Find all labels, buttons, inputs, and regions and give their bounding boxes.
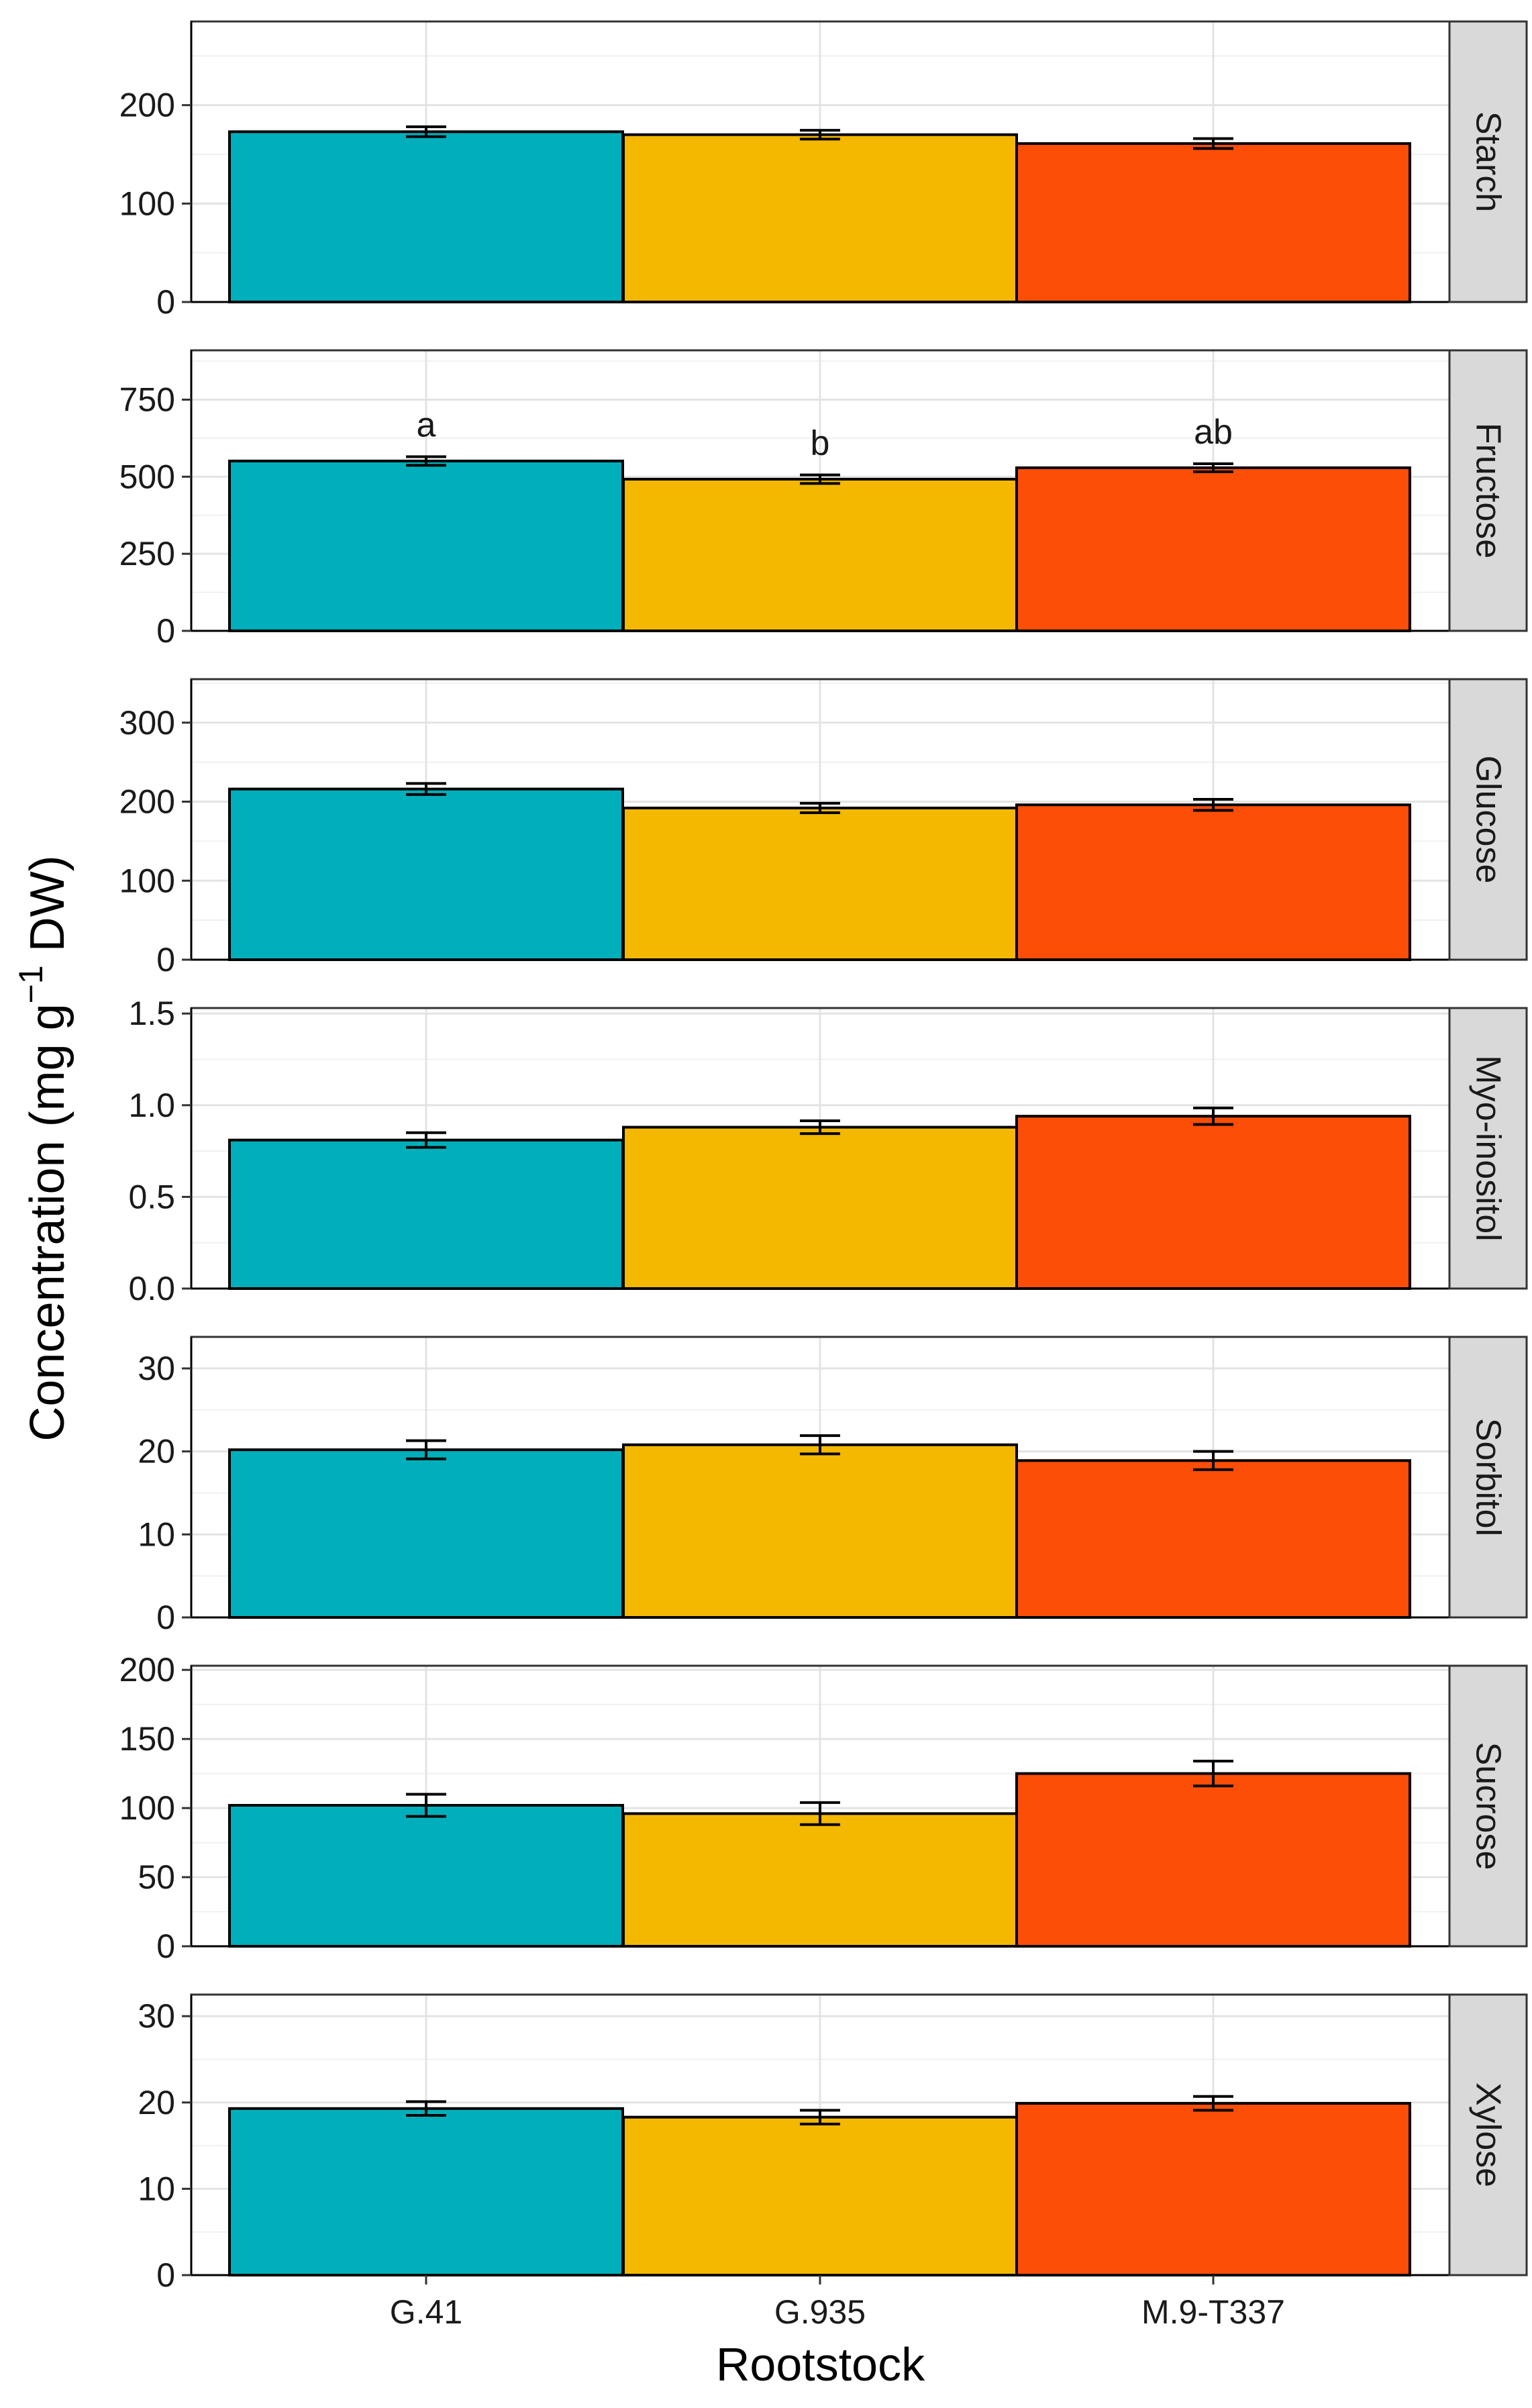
y-axis-title-main: Concentration (mg g: [21, 1003, 74, 1441]
facet-label: Glucose: [1469, 756, 1508, 884]
significance-letter: b: [811, 424, 830, 463]
bar-starch-m9-t337: [1015, 142, 1411, 303]
bar-sucrose-g41: [228, 1803, 624, 1948]
bar-glucose-g935: [622, 806, 1018, 961]
y-tick-label: 1.5: [128, 995, 175, 1032]
y-tick-label: 200: [119, 783, 175, 821]
facet-label: Myo-inositol: [1469, 1055, 1508, 1241]
facet-label: Xylose: [1469, 2083, 1508, 2187]
facet-strip: [1448, 1664, 1528, 1948]
y-tick-label: 30: [138, 1350, 175, 1387]
bar-fructose-m9-t337: [1015, 466, 1411, 632]
bar-sucrose-m9-t337: [1015, 1772, 1411, 1948]
y-tick-label: 750: [119, 381, 175, 418]
y-axis-title-superscript: −1: [12, 965, 50, 1003]
y-tick-label: 10: [138, 1515, 175, 1553]
panel-sucrose: 0 50 100 150 200 Sucrose: [119, 1651, 1528, 1965]
y-tick-label: 150: [119, 1720, 175, 1758]
bar-myo-inositol-g41: [228, 1138, 624, 1291]
bar-sorbitol-g935: [622, 1443, 1018, 1619]
facet-label: Fructose: [1469, 423, 1508, 558]
facet-label: Starch: [1469, 111, 1508, 212]
y-tick-label: 250: [119, 535, 175, 572]
y-tick-label: 30: [138, 1997, 175, 2035]
y-tick-label: 300: [119, 704, 175, 742]
significance-letter: ab: [1194, 413, 1233, 452]
x-tick-label: M.9-T337: [1141, 2293, 1285, 2331]
bar-myo-inositol-m9-t337: [1015, 1115, 1411, 1291]
y-tick-label: 0: [156, 941, 175, 979]
y-tick-label: 0.5: [128, 1178, 175, 1215]
facet-strip: [1448, 678, 1528, 961]
y-tick-label: 200: [119, 1651, 175, 1689]
panel-starch: 0 100 200 Starch: [119, 20, 1528, 321]
bar-starch-g41: [228, 130, 624, 303]
bar-glucose-m9-t337: [1015, 803, 1411, 962]
y-tick-label: 500: [119, 458, 175, 495]
bar-myo-inositol-g935: [622, 1125, 1018, 1290]
y-tick-label: 200: [119, 87, 175, 124]
bar-xylose-m9-t337: [1015, 2102, 1411, 2277]
y-tick-label: 50: [138, 1858, 175, 1896]
bar-sucrose-g935: [622, 1812, 1018, 1948]
x-tick-label: G.935: [774, 2293, 866, 2331]
facet-label: Sucrose: [1469, 1742, 1508, 1870]
facet-strip: [1448, 1336, 1528, 1619]
y-tick-label: 100: [119, 1789, 175, 1827]
facet-strip: [1448, 20, 1528, 303]
y-axis-title-tail: DW): [21, 855, 74, 965]
y-tick-label: 10: [138, 2170, 175, 2207]
y-tick-label: 0: [156, 612, 175, 650]
bar-sorbitol-m9-t337: [1015, 1459, 1411, 1619]
panel-glucose: 0 100 200 300 Glucose: [119, 678, 1528, 979]
facet-strip: [1448, 1007, 1528, 1290]
y-tick-label: 20: [138, 2084, 175, 2121]
y-tick-label: 1.0: [128, 1087, 175, 1124]
y-tick-label: 100: [119, 185, 175, 222]
y-tick-label: 0: [156, 283, 175, 321]
y-tick-label: 0.0: [128, 1270, 175, 1307]
panel-sorbitol: 0 10 20 30 Sorbitol: [138, 1336, 1528, 1636]
bar-fructose-g41: [228, 459, 624, 633]
y-tick-label: 100: [119, 862, 175, 899]
panel-xylose: 0 10 20 30 Xylose G.41 G.935 M.9-T337: [138, 1993, 1528, 2331]
significance-letter: a: [417, 405, 436, 444]
y-tick-label: 0: [156, 1927, 175, 1965]
bar-sorbitol-g41: [228, 1448, 624, 1619]
bar-starch-g935: [622, 133, 1018, 303]
bar-xylose-g41: [228, 2107, 624, 2276]
bar-fructose-g935: [622, 478, 1018, 632]
bar-xylose-g935: [622, 2115, 1018, 2276]
x-axis-title: Rootstock: [716, 2338, 925, 2391]
y-axis-title: Concentration (mg g−1 DW): [12, 855, 74, 1441]
y-tick-label: 0: [156, 1599, 175, 1636]
y-tick-label: 20: [138, 1433, 175, 1470]
panel-myo-inositol: 0.0 0.5 1.0 1.5 Myo-inositol: [128, 995, 1528, 1307]
facet-label: Sorbitol: [1469, 1418, 1508, 1536]
y-tick-label: 0: [156, 2256, 175, 2294]
facet-strip: [1448, 349, 1528, 632]
x-tick-label: G.41: [390, 2293, 462, 2331]
bar-glucose-g41: [228, 787, 624, 961]
facet-strip: [1448, 1993, 1528, 2276]
